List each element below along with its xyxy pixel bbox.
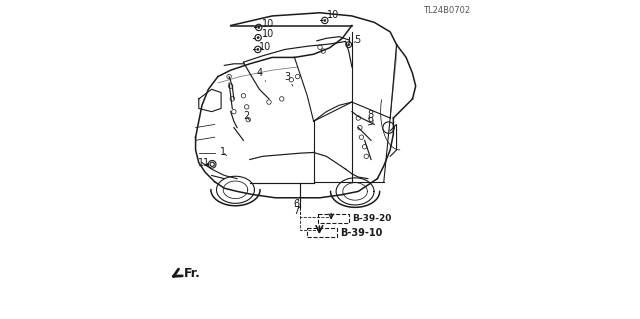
Text: 9: 9 (367, 117, 374, 127)
Bar (307, 228, 337, 237)
Text: 4: 4 (257, 68, 266, 81)
Bar (319, 214, 349, 223)
Circle shape (258, 26, 260, 28)
Text: 1: 1 (220, 146, 227, 157)
Circle shape (348, 43, 350, 46)
Text: B-39-20: B-39-20 (352, 214, 391, 223)
Text: 11: 11 (198, 158, 211, 168)
Text: 10: 10 (259, 42, 271, 52)
Text: 6: 6 (294, 199, 300, 209)
Text: 5: 5 (354, 35, 361, 45)
Text: TL24B0702: TL24B0702 (423, 6, 470, 15)
Circle shape (257, 36, 259, 39)
Text: 10: 10 (326, 10, 339, 20)
Circle shape (324, 19, 326, 21)
Circle shape (257, 48, 259, 50)
Text: 10: 10 (262, 29, 275, 40)
Text: 10: 10 (262, 19, 275, 29)
Text: 7: 7 (294, 205, 300, 216)
Text: 2: 2 (243, 111, 250, 122)
Text: 3: 3 (284, 71, 293, 86)
Text: Fr.: Fr. (184, 267, 200, 279)
Text: B-39-10: B-39-10 (340, 227, 383, 238)
Text: 8: 8 (367, 110, 374, 120)
